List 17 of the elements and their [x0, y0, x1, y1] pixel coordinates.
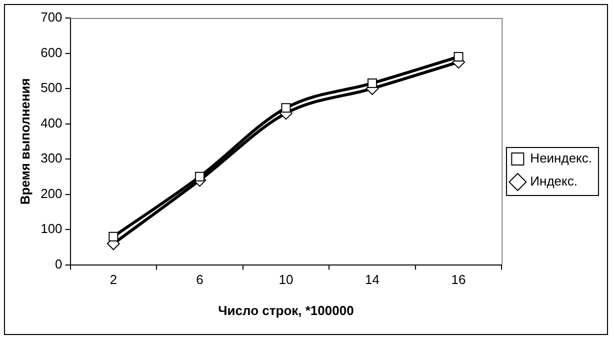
y-tick-label: 700	[40, 10, 62, 25]
x-axis-title: Число строк, *100000	[218, 302, 354, 318]
x-tick-label: 14	[365, 272, 380, 288]
x-tick-label: 2	[110, 272, 118, 288]
y-tick-label: 200	[40, 186, 62, 201]
y-tick-label: 400	[40, 115, 62, 130]
y-tick-label: 100	[40, 221, 62, 236]
y-tick-label: 600	[40, 44, 62, 60]
x-tick-label: 16	[451, 272, 466, 288]
y-axis-title: Время выполнения	[17, 78, 32, 205]
y-tick-label: 500	[40, 80, 62, 96]
x-tick-label: 6	[196, 272, 204, 288]
y-tick-label: 300	[40, 150, 62, 166]
legend-label: Индекс.	[530, 174, 578, 189]
legend-label: Неиндекс.	[530, 150, 592, 166]
y-tick-label: 0	[55, 256, 62, 272]
x-tick-label: 10	[278, 272, 294, 288]
